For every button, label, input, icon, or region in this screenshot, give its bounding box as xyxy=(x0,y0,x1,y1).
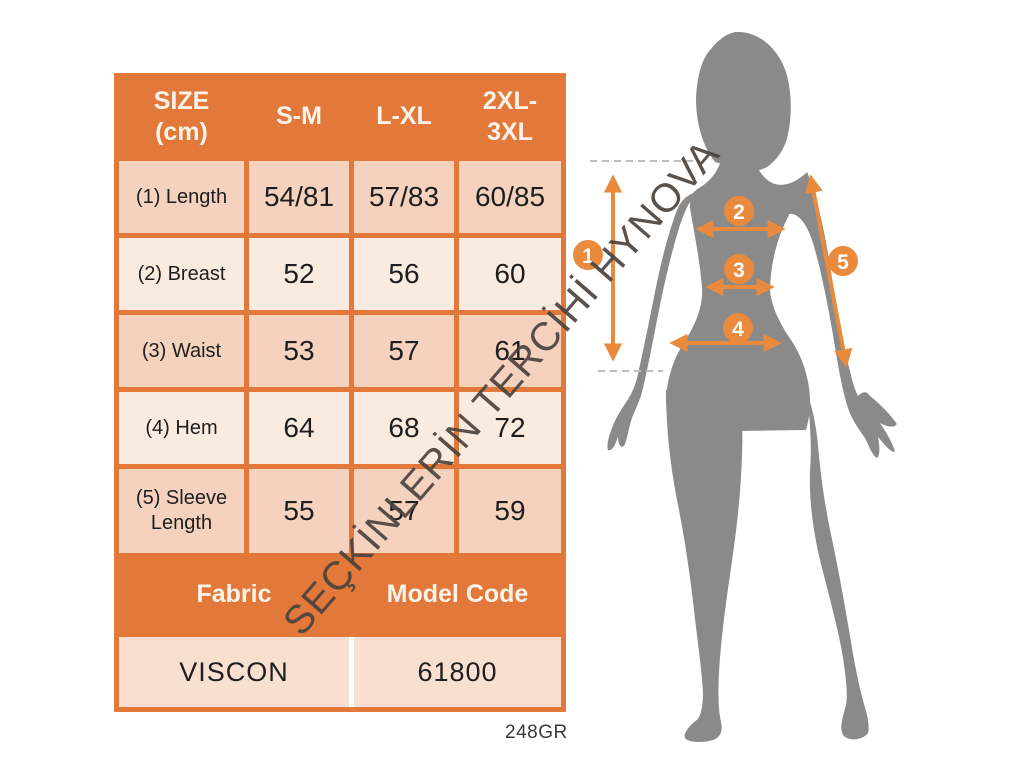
row-label-waist: (3) Waist xyxy=(119,315,244,387)
table-footer-row: VISCON 61800 xyxy=(119,637,561,707)
table-row: (5) Sleeve Length 55 57 59 xyxy=(119,469,561,553)
marker-2-circle xyxy=(724,196,754,226)
size-table: SIZE (cm) S-M L-XL 2XL- 3XL (1) Length 5… xyxy=(114,73,566,712)
row-label-hem: (4) Hem xyxy=(119,392,244,464)
breast-lxl: 56 xyxy=(354,238,454,310)
fabric-header: Fabric xyxy=(119,558,349,632)
table-row: (3) Waist 53 57 61 xyxy=(119,315,561,387)
fabric-value: VISCON xyxy=(119,637,349,707)
marker-2-label: 2 xyxy=(733,201,745,224)
length-lxl: 57/83 xyxy=(354,161,454,233)
table-header-row: SIZE (cm) S-M L-XL 2XL- 3XL xyxy=(119,78,561,156)
marker-3-label: 3 xyxy=(733,259,745,282)
hem-sm: 64 xyxy=(249,392,349,464)
breast-2xl3xl: 60 xyxy=(459,238,561,310)
table-footer-header-row: Fabric Model Code xyxy=(119,558,561,632)
weight-note: 248GR xyxy=(505,722,568,743)
marker-5-circle xyxy=(828,246,858,276)
table-row: (4) Hem 64 68 72 xyxy=(119,392,561,464)
header-size: SIZE (cm) xyxy=(119,78,244,156)
female-body-silhouette xyxy=(607,31,897,743)
table-row: (2) Breast 52 56 60 xyxy=(119,238,561,310)
marker-4-label: 4 xyxy=(732,318,744,341)
breast-sm: 52 xyxy=(249,238,349,310)
length-2xl3xl: 60/85 xyxy=(459,161,561,233)
header-lxl: L-XL xyxy=(354,78,454,156)
row-label-breast: (2) Breast xyxy=(119,238,244,310)
sleeve-sm: 55 xyxy=(249,469,349,553)
header-sm: S-M xyxy=(249,78,349,156)
waist-2xl3xl: 61 xyxy=(459,315,561,387)
waist-sm: 53 xyxy=(249,315,349,387)
measurement-diagram: 1 2 3 4 5 xyxy=(573,31,897,743)
sleeve-2xl3xl: 59 xyxy=(459,469,561,553)
marker-5-label: 5 xyxy=(837,251,849,274)
row-label-length: (1) Length xyxy=(119,161,244,233)
marker-3-circle xyxy=(724,254,754,284)
marker-4-circle xyxy=(723,313,753,343)
header-2xl3xl: 2XL- 3XL xyxy=(459,78,561,156)
model-code-header: Model Code xyxy=(354,558,561,632)
hem-lxl: 68 xyxy=(354,392,454,464)
waist-lxl: 57 xyxy=(354,315,454,387)
row-label-sleeve: (5) Sleeve Length xyxy=(119,469,244,553)
model-code-value: 61800 xyxy=(354,637,561,707)
hem-2xl3xl: 72 xyxy=(459,392,561,464)
marker-1-label: 1 xyxy=(582,245,594,268)
sleeve-lxl: 57 xyxy=(354,469,454,553)
sleeve-arrow xyxy=(804,174,853,368)
length-sm: 54/81 xyxy=(249,161,349,233)
marker-1-circle xyxy=(573,240,603,270)
table-row: (1) Length 54/81 57/83 60/85 xyxy=(119,161,561,233)
